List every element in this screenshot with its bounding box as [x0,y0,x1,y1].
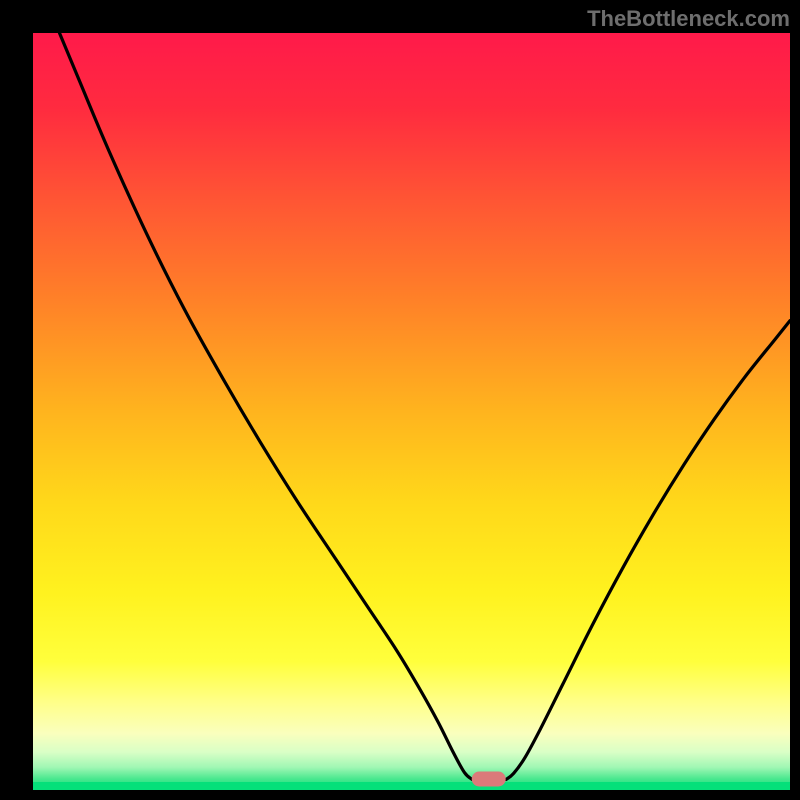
plot-area [33,33,790,790]
optimal-marker [472,772,506,787]
watermark-text: TheBottleneck.com [587,6,790,32]
bottleneck-curve [33,33,790,790]
